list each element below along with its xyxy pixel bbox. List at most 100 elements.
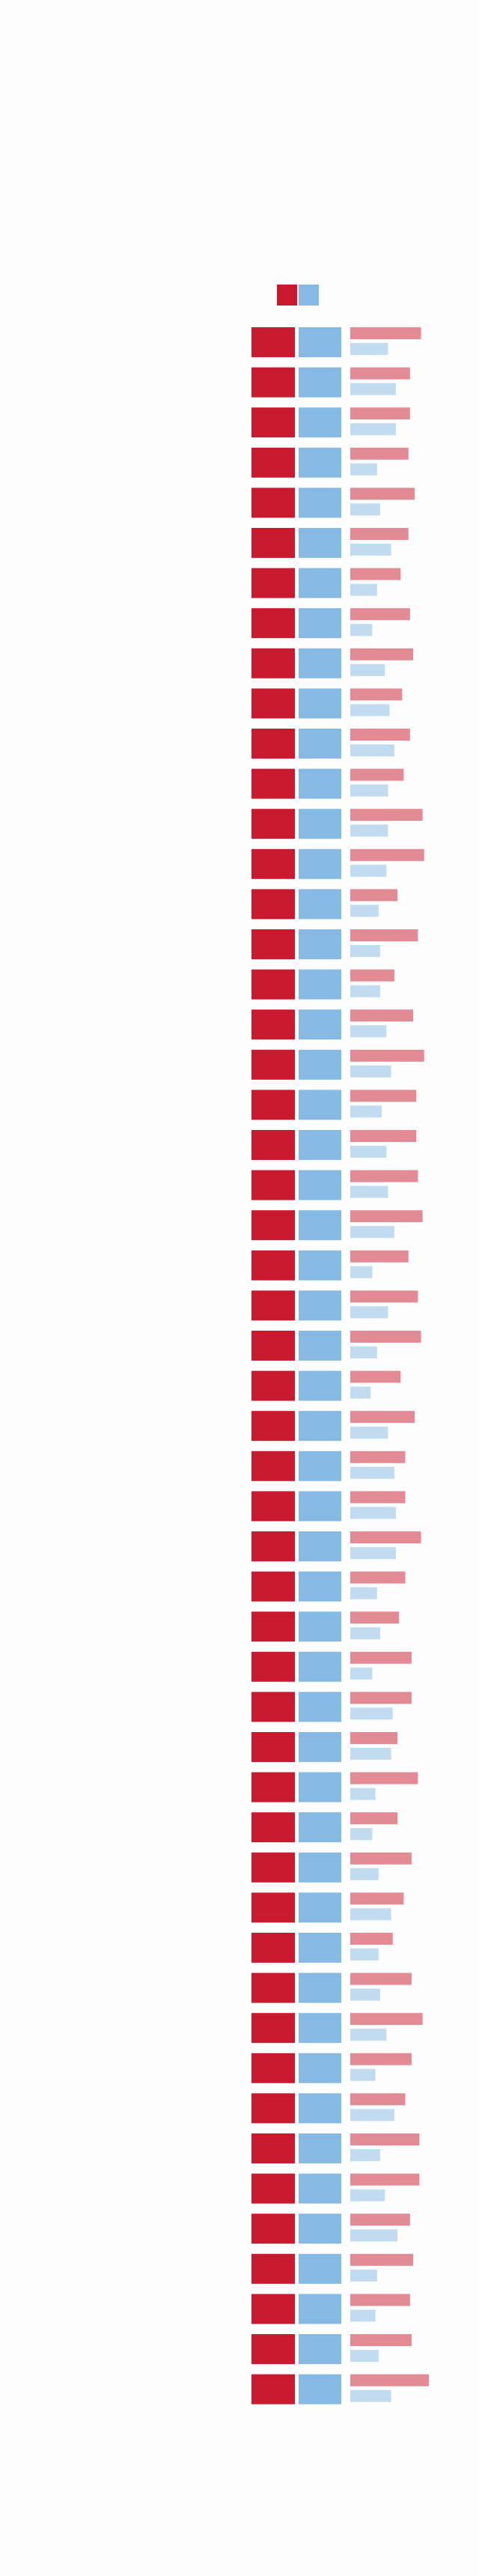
row-block (251, 729, 295, 759)
row-block (299, 1210, 341, 1241)
row-block (251, 2053, 295, 2083)
row-block (299, 848, 341, 879)
bar (350, 929, 418, 941)
row-block (251, 2173, 295, 2204)
bar (350, 2390, 391, 2402)
bar (350, 1531, 421, 1543)
row-block (251, 1450, 295, 1481)
bar (350, 864, 387, 877)
bar (350, 463, 377, 476)
row-block (251, 1972, 295, 2003)
bar (350, 1226, 394, 1239)
row-block (251, 1651, 295, 1682)
bar (350, 1185, 388, 1198)
row-block (299, 2133, 341, 2163)
row-block (299, 1049, 341, 1080)
row-block (299, 1491, 341, 1522)
bar (350, 1065, 391, 1078)
row-block (251, 969, 295, 1000)
row-block (299, 1290, 341, 1321)
bar (350, 1692, 412, 1704)
row-block (251, 1331, 295, 1361)
bar (350, 2294, 410, 2306)
bar (350, 1852, 412, 1865)
bar (350, 2133, 420, 2145)
bar (350, 1772, 418, 1784)
row-block (251, 1210, 295, 1241)
bar (350, 423, 396, 436)
bar (350, 945, 380, 957)
row-block (251, 1732, 295, 1762)
bar (350, 583, 377, 596)
bar (350, 2189, 385, 2202)
row-block (251, 2013, 295, 2044)
bar (350, 1627, 380, 1640)
row-block (251, 2214, 295, 2244)
row-block (251, 2093, 295, 2124)
row-block (299, 1852, 341, 1883)
bar (350, 1828, 373, 1841)
bar (350, 1306, 388, 1319)
bar (350, 2029, 387, 2041)
legend-swatch (299, 285, 319, 306)
bar (350, 327, 421, 339)
bar (350, 2214, 410, 2226)
row-block (251, 809, 295, 839)
bar (350, 824, 388, 837)
bar (350, 2109, 394, 2121)
row-block (251, 1250, 295, 1281)
row-block (299, 809, 341, 839)
row-block (299, 568, 341, 598)
bar (350, 1651, 412, 1664)
bar (350, 1707, 393, 1720)
bar (350, 2149, 380, 2161)
row-block (251, 2294, 295, 2324)
bar (350, 2173, 420, 2186)
row-block (251, 1812, 295, 1843)
row-block (299, 447, 341, 478)
row-block (251, 2374, 295, 2405)
bar (350, 1266, 373, 1278)
bar (350, 1812, 397, 1825)
bar (350, 729, 410, 741)
bar (350, 2309, 376, 2322)
bar (350, 383, 396, 395)
row-block (251, 1692, 295, 1722)
row-block (299, 1692, 341, 1722)
row-block (251, 1009, 295, 1040)
bar (350, 1892, 404, 1905)
row-block (299, 1812, 341, 1843)
row-block (299, 1370, 341, 1401)
bar (350, 1466, 394, 1479)
row-block (299, 1331, 341, 1361)
bar (350, 1331, 421, 1343)
row-block (251, 608, 295, 639)
bar (350, 848, 424, 861)
bar (350, 1386, 371, 1399)
row-block (251, 327, 295, 357)
bar (350, 768, 404, 781)
bar (350, 809, 423, 821)
row-block (251, 2133, 295, 2163)
bar (350, 1049, 424, 1062)
row-block (299, 1651, 341, 1682)
bar (350, 1507, 396, 1519)
row-block (251, 1049, 295, 1080)
row-block (299, 729, 341, 759)
bar (350, 1667, 373, 1680)
bar (350, 969, 394, 982)
bar (350, 544, 391, 556)
bar (350, 1908, 391, 1921)
row-block (299, 1892, 341, 1923)
bar (350, 2253, 413, 2266)
bar (350, 407, 410, 420)
bar (350, 1105, 382, 1118)
row-block (299, 768, 341, 799)
row-block (299, 1411, 341, 1442)
row-block (251, 407, 295, 438)
bar (350, 663, 385, 676)
row-block (299, 608, 341, 639)
row-block (251, 648, 295, 678)
